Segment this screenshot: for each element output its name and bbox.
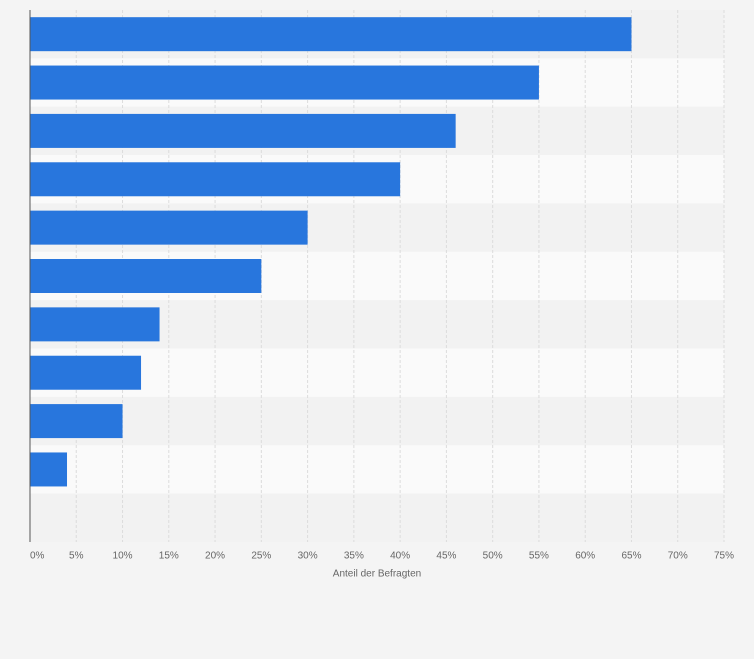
bar	[30, 307, 160, 342]
x-tick-label: 35%	[344, 551, 364, 562]
row-band	[30, 396, 724, 446]
bar	[30, 404, 123, 439]
x-tick-label: 75%	[714, 551, 734, 562]
bar	[30, 452, 68, 487]
row-band	[30, 493, 724, 542]
x-tick-label: 5%	[69, 551, 84, 562]
bar	[30, 210, 308, 245]
x-tick-label: 60%	[575, 551, 595, 562]
bar	[30, 17, 632, 52]
bar	[30, 113, 456, 148]
x-tick-label: 70%	[668, 551, 688, 562]
x-axis-label: Anteil der Befragten	[333, 569, 421, 580]
x-tick-label: 30%	[298, 551, 318, 562]
x-tick-label: 40%	[390, 551, 410, 562]
bar	[30, 65, 539, 100]
row-band	[30, 348, 724, 397]
x-tick-label: 65%	[621, 551, 641, 562]
bar	[30, 162, 401, 197]
x-tick-label: 0%	[30, 551, 45, 562]
bar	[30, 355, 142, 390]
row-band	[30, 445, 724, 494]
x-tick-label: 55%	[529, 551, 549, 562]
bar	[30, 259, 262, 293]
x-tick-label: 15%	[159, 551, 179, 562]
x-tick-label: 25%	[251, 551, 271, 562]
x-tick-label: 10%	[113, 551, 133, 562]
x-tick-label: 50%	[483, 551, 503, 562]
x-tick-label: 20%	[205, 551, 225, 562]
x-tick-label: 45%	[436, 551, 456, 562]
